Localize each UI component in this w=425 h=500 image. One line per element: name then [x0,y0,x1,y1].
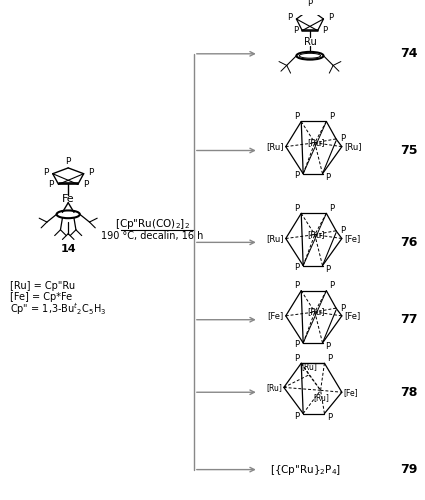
Text: [Ru]: [Ru] [344,142,361,151]
Text: P: P [329,282,334,290]
Text: 78: 78 [400,386,417,398]
Text: P: P [294,412,299,421]
Text: P: P [83,180,88,189]
Text: 76: 76 [400,236,417,249]
Text: P: P [322,26,327,35]
Text: [Fe]: [Fe] [268,312,284,320]
Text: P: P [329,112,334,121]
Text: [Fe]: [Fe] [344,312,360,320]
Text: P: P [48,180,54,189]
Text: 190 °C, decalin, 16 h: 190 °C, decalin, 16 h [101,230,204,240]
Text: 74: 74 [400,48,417,60]
Text: P: P [287,12,292,22]
Text: P: P [43,168,48,177]
Text: [Ru]: [Ru] [307,138,325,147]
Text: [Cp"Ru(CO)$_2$]$_2$: [Cp"Ru(CO)$_2$]$_2$ [115,217,190,231]
Text: P: P [327,354,332,363]
Text: P: P [88,168,93,177]
Text: P: P [307,0,312,8]
Text: [Ru]: [Ru] [266,234,284,243]
Text: P: P [294,340,299,349]
Text: P: P [340,226,346,235]
Text: 75: 75 [400,144,417,157]
Text: P: P [294,282,299,290]
Text: [Fe]: [Fe] [344,388,358,396]
Text: P: P [294,204,299,213]
Text: P: P [294,354,299,363]
Text: [Ru] = Cp"Ru: [Ru] = Cp"Ru [10,281,75,291]
Text: P: P [294,171,299,180]
Text: P: P [329,204,334,213]
Text: 14: 14 [60,244,76,254]
Text: [{Cp"Ru}$_2$P$_4$]: [{Cp"Ru}$_2$P$_4$] [269,462,341,476]
Text: P: P [65,156,71,166]
Text: [Ru]: [Ru] [314,394,329,402]
Text: [Ru]: [Ru] [307,308,325,316]
Text: P: P [294,263,299,272]
Text: P: P [327,413,332,422]
Text: [Ru]: [Ru] [301,362,317,372]
Text: P: P [340,134,346,143]
Text: Ru: Ru [303,37,316,47]
Text: [Ru]: [Ru] [307,230,325,239]
Text: Cp" = 1,3-Bu$^t$$_2$C$_5$H$_3$: Cp" = 1,3-Bu$^t$$_2$C$_5$H$_3$ [10,301,107,317]
Text: P: P [325,173,330,182]
Text: P: P [293,26,298,35]
Text: P: P [325,342,330,351]
Text: [Fe] = Cp*Fe: [Fe] = Cp*Fe [10,292,72,302]
Text: Fe: Fe [62,194,74,204]
Text: [Fe]: [Fe] [344,234,360,243]
Text: P: P [328,12,333,22]
Text: 77: 77 [400,313,417,326]
Text: [Ru]: [Ru] [266,142,284,151]
Text: P: P [340,304,346,312]
Text: P: P [294,112,299,121]
Text: [Ru]: [Ru] [266,383,282,392]
Text: P: P [325,265,330,274]
Text: 79: 79 [400,463,417,476]
